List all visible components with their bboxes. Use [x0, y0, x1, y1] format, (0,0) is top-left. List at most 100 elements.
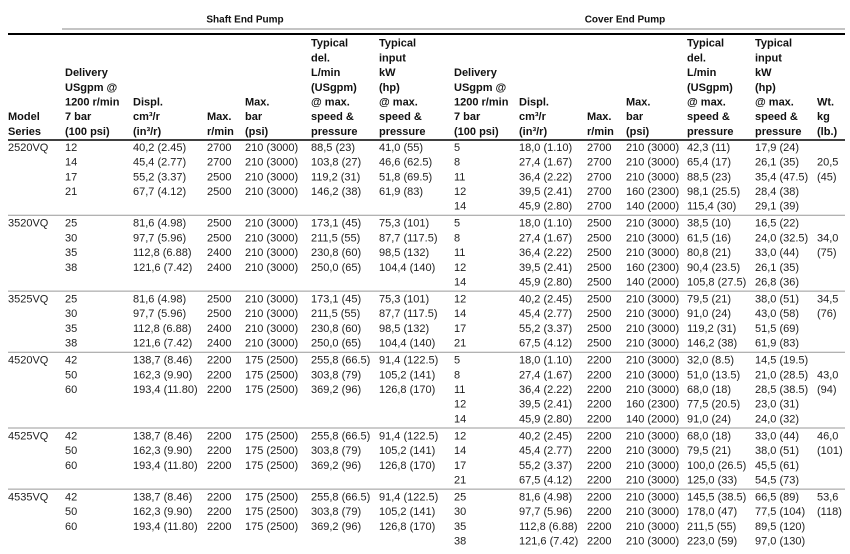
cell: 119,2 (31)	[311, 171, 360, 183]
cell: 17	[454, 460, 466, 472]
cell: 2500	[587, 308, 611, 320]
model: 2520VQ	[8, 142, 49, 154]
cell: 36,4 (2.22)	[519, 384, 572, 396]
column-header: pressure	[379, 126, 425, 138]
cell: 210 (3000)	[245, 232, 298, 244]
cell: 12	[454, 430, 466, 442]
cell: 210 (3000)	[245, 218, 298, 230]
cell: 26,1 (35)	[755, 157, 799, 169]
cell: 126,8 (170)	[379, 521, 435, 533]
column-header: (lb.)	[817, 126, 837, 138]
cell: 81,6 (4.98)	[133, 218, 186, 230]
column-header: (psi)	[626, 126, 650, 138]
cell: 369,2 (96)	[311, 521, 361, 533]
cell: 26,8 (36)	[755, 277, 799, 289]
cell: 97,7 (5.96)	[133, 308, 186, 320]
cell: 28,5 (38.5)	[755, 384, 808, 396]
cell: 105,2 (141)	[379, 445, 435, 457]
cell: 2500	[587, 294, 611, 306]
cell: 105,2 (141)	[379, 506, 435, 518]
cell: 121,6 (7.42)	[519, 536, 578, 548]
column-header: Series	[8, 126, 41, 138]
column-header: cm³/r	[133, 111, 161, 123]
cell: 30	[65, 232, 77, 244]
cell: 14	[454, 413, 466, 425]
cell: 61,9 (83)	[379, 186, 423, 198]
cell: 2500	[587, 232, 611, 244]
cell: 38,0 (51)	[755, 294, 799, 306]
cell: 23,0 (31)	[755, 399, 799, 411]
cell: 27,4 (1.67)	[519, 232, 572, 244]
cell: 125,0 (33)	[687, 475, 737, 487]
cell: 2200	[587, 369, 611, 381]
cell: 173,1 (45)	[311, 294, 361, 306]
cell: 33,0 (44)	[755, 247, 799, 259]
cell: 175 (2500)	[245, 384, 298, 396]
cell: 2200	[587, 536, 611, 548]
cell: 303,8 (79)	[311, 369, 361, 381]
cell: 2200	[587, 413, 611, 425]
cell: 25	[454, 492, 466, 504]
column-header: speed &	[687, 111, 730, 123]
column-header: (USgpm)	[687, 82, 733, 94]
cell: 210 (3000)	[245, 157, 298, 169]
cell: 2200	[207, 460, 231, 472]
cell: 210 (3000)	[626, 218, 679, 230]
column-header: Max.	[245, 97, 269, 109]
cell: 178,0 (47)	[687, 506, 737, 518]
cell: 42,3 (11)	[687, 142, 730, 154]
cell: 210 (3000)	[245, 247, 298, 259]
cell: 80,8 (21)	[687, 247, 731, 259]
cell: 98,5 (132)	[379, 247, 429, 259]
column-header: Displ.	[133, 97, 163, 109]
cell: 2200	[587, 445, 611, 457]
cell: 162,3 (9.90)	[133, 369, 192, 381]
cell: 88,5 (23)	[687, 171, 731, 183]
cell: 2200	[587, 384, 611, 396]
cell: 51,8 (69.5)	[379, 171, 432, 183]
cell: 40,2 (2.45)	[133, 142, 186, 154]
column-header: kW	[379, 67, 396, 79]
cell: 175 (2500)	[245, 355, 298, 367]
cell: 87,7 (117.5)	[379, 308, 438, 320]
cell: 38,5 (10)	[687, 218, 731, 230]
column-header: del.	[311, 52, 330, 64]
cell: 2200	[207, 445, 231, 457]
column-header: pressure	[755, 126, 801, 138]
cell: 81,6 (4.98)	[133, 294, 186, 306]
weight: (94)	[817, 384, 837, 396]
cell: 104,4 (140)	[379, 262, 435, 274]
model: 4525VQ	[8, 430, 49, 442]
cell: 112,8 (6.88)	[519, 521, 578, 533]
cell: 27,4 (1.67)	[519, 157, 572, 169]
cell: 32,0 (8.5)	[687, 355, 734, 367]
cell: 12	[65, 142, 77, 154]
cell: 89,5 (120)	[755, 521, 805, 533]
column-header: (psi)	[245, 126, 269, 138]
column-header: USgpm @	[65, 82, 118, 94]
cell: 39,5 (2.41)	[519, 262, 572, 274]
cell: 255,8 (66.5)	[311, 492, 370, 504]
cell: 88,5 (23)	[311, 142, 355, 154]
cell: 27,4 (1.67)	[519, 369, 572, 381]
cell: 160 (2300)	[626, 399, 679, 411]
column-header: r/min	[207, 126, 234, 138]
column-header: Typical	[755, 38, 792, 50]
cell: 16,5 (22)	[755, 218, 799, 230]
column-header: (hp)	[379, 82, 400, 94]
cell: 162,3 (9.90)	[133, 506, 192, 518]
cell: 193,4 (11.80)	[133, 460, 198, 472]
column-header: speed &	[311, 111, 354, 123]
model: 3520VQ	[8, 218, 49, 230]
cell: 33,0 (44)	[755, 430, 799, 442]
cell: 2200	[207, 355, 231, 367]
cell: 77,5 (104)	[755, 506, 805, 518]
cell: 2400	[207, 323, 231, 335]
column-header: bar	[626, 111, 644, 123]
cell: 105,2 (141)	[379, 369, 435, 381]
weight: (45)	[817, 171, 837, 183]
cell: 81,6 (4.98)	[519, 492, 572, 504]
column-header: speed &	[755, 111, 798, 123]
cell: 160 (2300)	[626, 186, 679, 198]
weight: (76)	[817, 308, 837, 320]
